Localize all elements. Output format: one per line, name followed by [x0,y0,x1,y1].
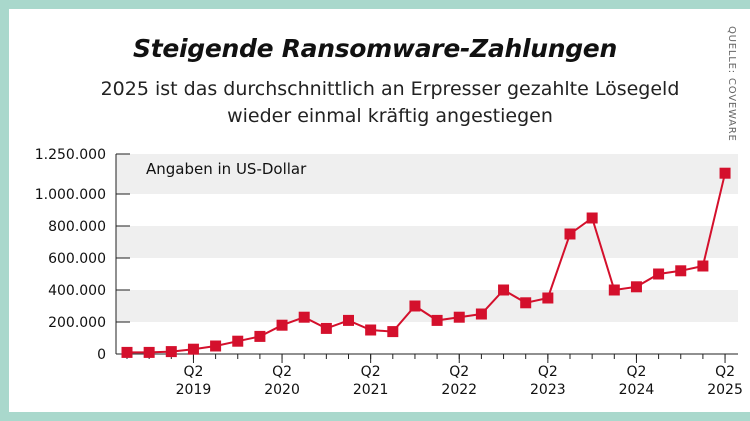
x-tick-year: 2024 [619,382,655,398]
data-point [254,330,266,342]
x-tick-year: 2023 [530,382,566,398]
x-tick-year: 2025 [707,382,743,398]
data-point [498,284,510,296]
data-point [365,324,377,336]
data-point [520,297,532,309]
y-tick-label: 800.000 [48,219,106,235]
series-line [127,172,727,354]
data-point [232,335,244,347]
data-point [475,308,487,320]
data-point [719,167,731,179]
data-point [343,314,354,326]
data-point [187,343,199,355]
y-axis: 0 200.000 400.000 600.000 800.000 1.000.000 1.… [35,147,130,363]
unit-annotation: Angaben in US-Dollar [146,160,307,178]
chart-title: Steigende Ransomware-Zahlungen [133,34,617,63]
data-point [121,346,133,358]
data-point [210,340,222,352]
data-point [653,268,665,280]
x-tick-year: 2021 [353,382,389,398]
data-point [143,346,155,358]
x-axis: Q2 2019 Q2 2020 Q2 2021 Q2 2022 Q2 2023 Q2 2024 Q2 20… [116,353,743,398]
grid-band [116,154,738,194]
data-point [276,319,288,331]
y-tick-label: 0 [97,347,106,363]
x-tick-quarter: Q2 [715,364,735,380]
x-tick-quarter: Q2 [183,364,203,380]
x-tick-quarter: Q2 [272,364,292,380]
data-point [586,212,598,224]
chart-subtitle: 2025 ist das durchschnittlich an Erpress… [100,78,680,127]
y-tick-label: 1.250.000 [35,147,106,163]
data-point [431,314,443,326]
x-tick-quarter: Q2 [538,364,558,380]
source-label: QUELLE: COVEWARE [726,26,737,142]
data-point [542,292,554,304]
grid-bands [116,154,738,322]
x-tick-quarter: Q2 [361,364,381,380]
data-point [697,260,709,272]
data-point [409,300,421,312]
data-point [320,322,332,334]
data-point [387,326,399,338]
x-tick-quarter: Q2 [449,364,469,380]
grid-band [116,290,738,322]
data-point [453,311,465,323]
x-tick-year: 2020 [264,382,300,398]
grid-band [116,226,738,258]
y-tick-label: 1.000.000 [35,187,106,203]
y-tick-label: 200.000 [48,315,106,331]
data-points [121,167,731,358]
data-point [564,228,576,240]
x-tick-year: 2022 [441,382,477,398]
x-tick-quarter: Q2 [626,364,646,380]
data-point [165,346,177,358]
data-point [630,281,642,293]
y-tick-label: 600.000 [48,251,106,267]
x-tick-year: 2019 [176,382,212,398]
y-tick-label: 400.000 [48,283,106,299]
data-point [675,265,687,277]
data-point [608,284,620,296]
data-point [298,311,310,323]
